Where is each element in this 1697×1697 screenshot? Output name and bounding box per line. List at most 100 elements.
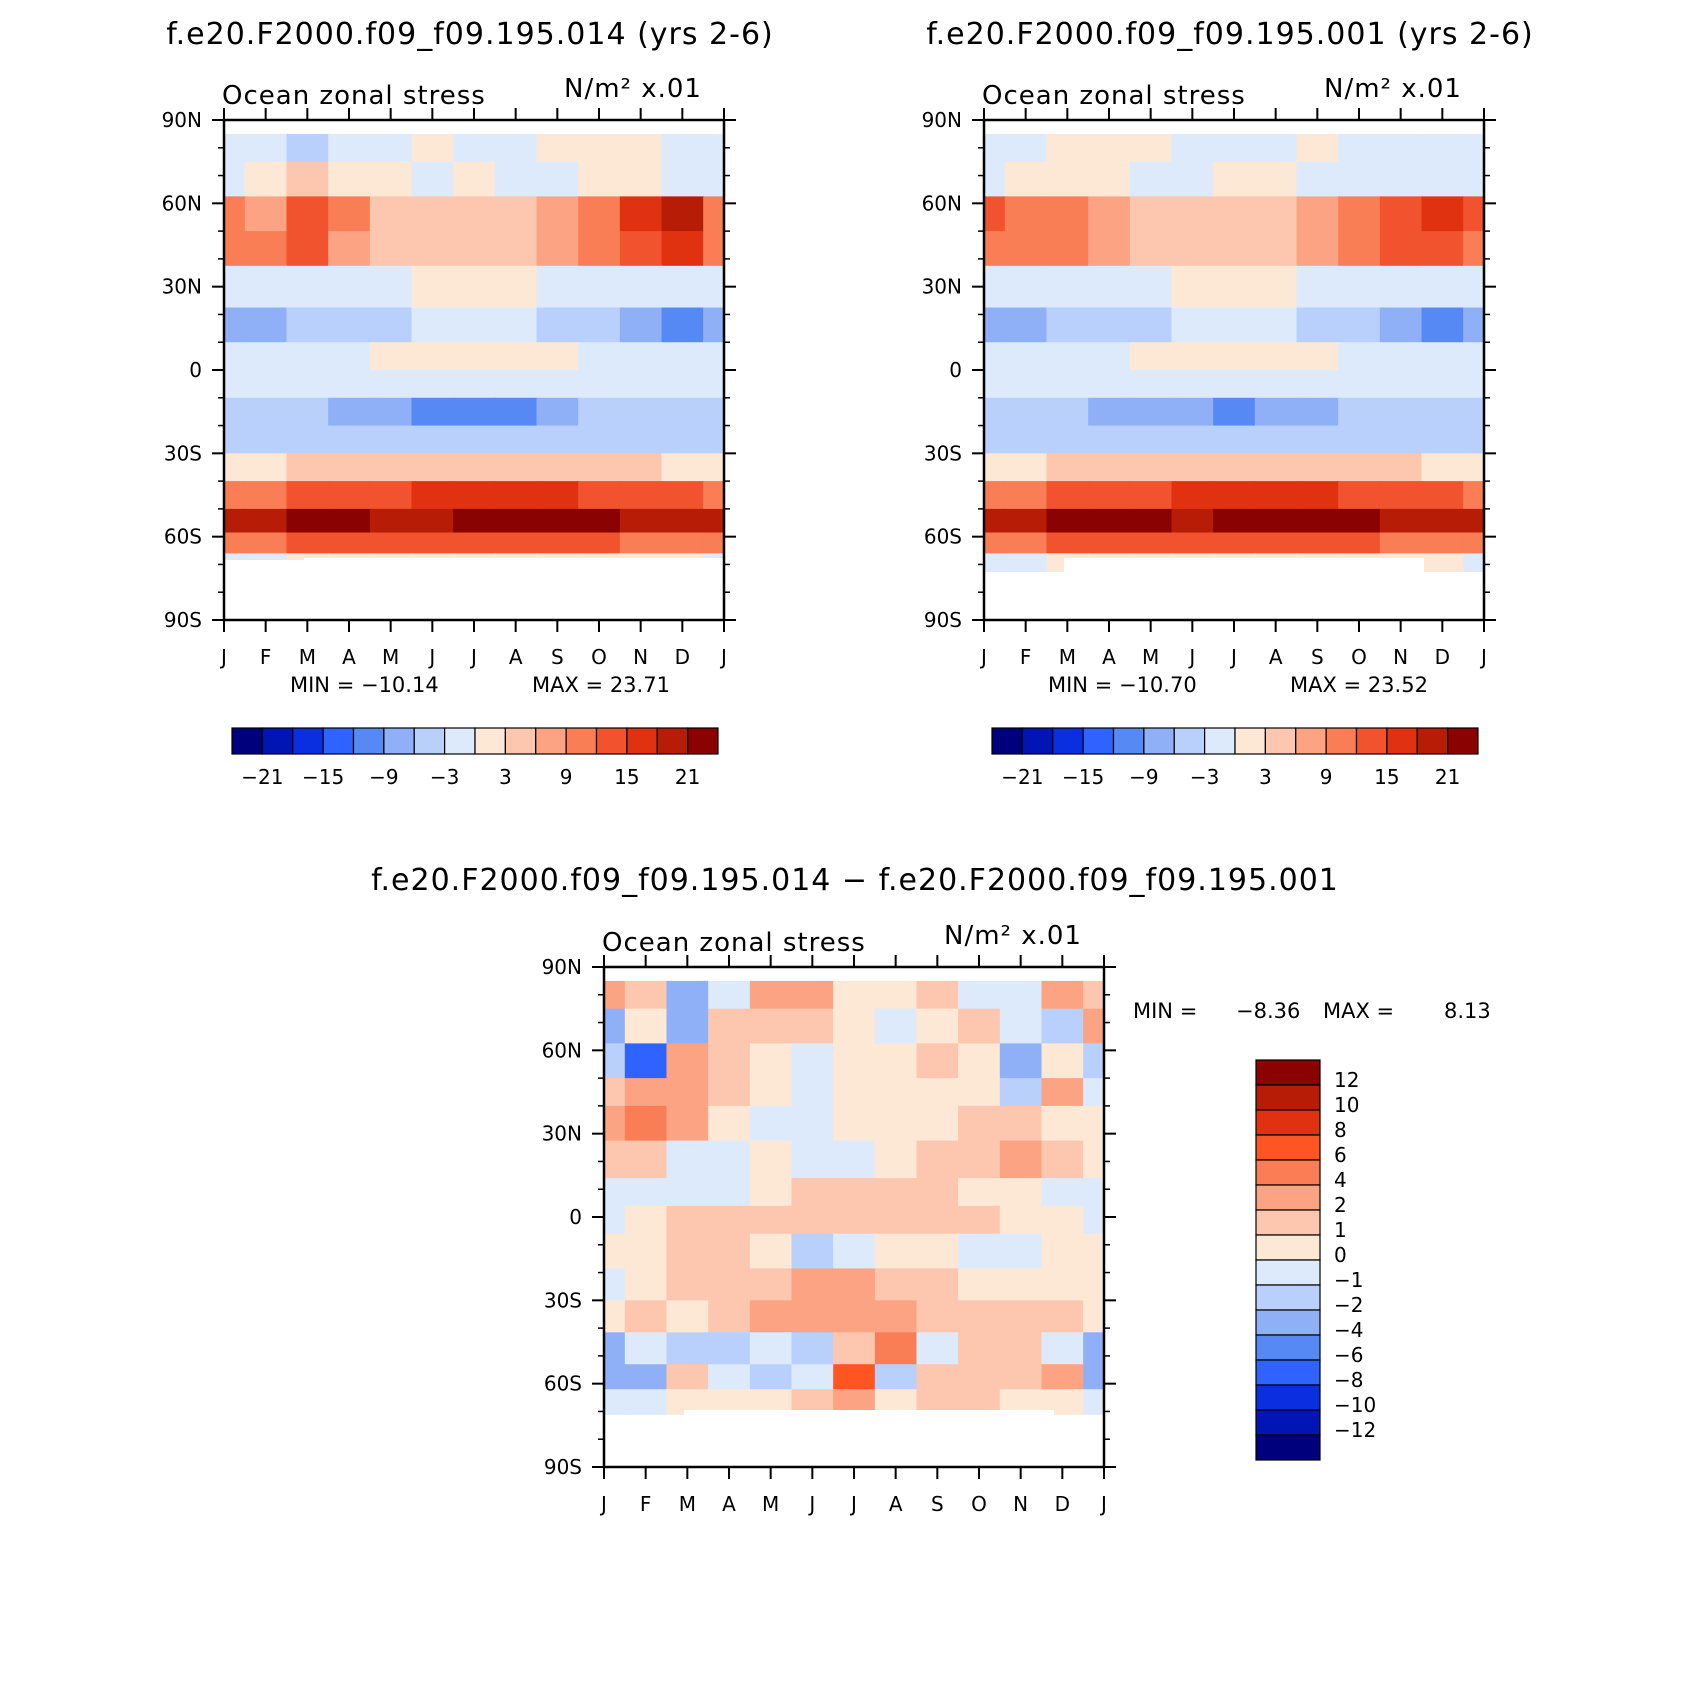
heatmap-cell xyxy=(1004,425,1048,454)
heatmap-cell xyxy=(1338,231,1381,267)
x-tick-label: J xyxy=(849,1492,857,1516)
heatmap-cell xyxy=(1129,397,1173,427)
heatmap-cell xyxy=(916,1300,960,1333)
colorbar-swatch xyxy=(1325,727,1358,755)
heatmap-cell xyxy=(328,397,371,427)
heatmap-cell xyxy=(1379,508,1423,534)
heatmap-cell xyxy=(411,453,455,482)
heatmap-cell xyxy=(1463,231,1484,267)
heatmap-cell xyxy=(1088,133,1131,163)
heatmap-cell xyxy=(1338,370,1381,399)
heatmap-cell xyxy=(1004,133,1048,163)
x-tick-label: D xyxy=(1055,1492,1070,1516)
heatmap-cell xyxy=(328,231,371,267)
heatmap-cell xyxy=(1129,370,1173,399)
colorbar-label: 1 xyxy=(1334,1218,1347,1242)
heatmap-cell xyxy=(604,1008,626,1044)
heatmap-cell xyxy=(286,508,330,534)
heatmap-cell xyxy=(578,196,621,232)
heatmap-cell xyxy=(604,1105,626,1142)
colorbar-swatch xyxy=(1255,1184,1321,1211)
heatmap-cell xyxy=(833,1105,876,1142)
heatmap-cell xyxy=(369,307,413,343)
heatmap-cell xyxy=(661,425,705,454)
heatmap-cell xyxy=(369,265,413,309)
heatmap-cell xyxy=(536,196,580,232)
heatmap-cell xyxy=(1213,481,1256,510)
heatmap-cell xyxy=(1213,425,1256,454)
x-tick-label: M xyxy=(1059,645,1076,669)
colorbar-swatch xyxy=(1052,727,1084,755)
x-tick-label: F xyxy=(1020,645,1032,669)
y-tick-label: 90N xyxy=(542,955,582,979)
colorbar-label: 21 xyxy=(675,765,700,789)
heatmap-cell xyxy=(619,133,663,163)
colorbar-swatch xyxy=(656,727,689,755)
colorbar-swatch xyxy=(1255,1259,1321,1286)
heatmap-cell xyxy=(536,508,580,534)
heatmap-cell xyxy=(984,532,1006,554)
colorbar-label: −9 xyxy=(1129,765,1158,789)
x-tick-label: F xyxy=(640,1492,652,1516)
heatmap-cell xyxy=(916,1233,960,1269)
heatmap-cell xyxy=(1083,1078,1104,1107)
x-tick-label: J xyxy=(979,645,987,669)
heatmap-cell xyxy=(833,1140,876,1179)
colorbar-swatch xyxy=(1255,1209,1321,1236)
heatmap-cell xyxy=(749,1178,793,1207)
heatmap-cell xyxy=(1171,231,1215,267)
heatmap-cell xyxy=(791,1008,835,1044)
heatmap-cell xyxy=(244,397,288,427)
heatmap-cell xyxy=(703,342,724,371)
heatmap-cell xyxy=(1213,370,1256,399)
heatmap-cell xyxy=(666,1008,710,1044)
colorbar-label: −21 xyxy=(241,765,283,789)
heatmap-cell xyxy=(916,1105,960,1142)
heatmap-cell xyxy=(1004,265,1048,309)
heatmap-cell xyxy=(1129,231,1173,267)
heatmap-cell xyxy=(624,1233,668,1269)
heatmap-cell xyxy=(1338,265,1381,309)
y-tick-label: 90N xyxy=(162,108,202,132)
heatmap-cell xyxy=(999,1008,1043,1044)
heatmap-cell xyxy=(1421,453,1465,482)
y-tick-label: 90S xyxy=(544,1455,582,1479)
heatmap-cell xyxy=(1463,133,1484,163)
colorbar-label: −1 xyxy=(1334,1268,1363,1292)
heatmap-cell xyxy=(224,508,246,534)
y-axis: 90N 60N 30N 0 30S 60S 90S xyxy=(542,955,1116,1479)
x-tick-label: J xyxy=(807,1492,815,1516)
heatmap-cell xyxy=(624,1078,668,1107)
colorbar-swatch xyxy=(1255,1434,1321,1461)
heatmap-cell xyxy=(708,980,751,1010)
heatmap-cell xyxy=(749,1332,793,1365)
heatmap-cell xyxy=(369,370,413,399)
colorbar-swatch xyxy=(1295,727,1327,755)
heatmap-cell xyxy=(494,453,538,482)
heatmap-cell xyxy=(411,161,455,197)
heatmap-cell xyxy=(619,453,663,482)
heatmap-cell xyxy=(1129,307,1173,343)
heatmap-cell xyxy=(286,196,330,232)
heatmap-cell xyxy=(1254,425,1298,454)
y-tick-label: 0 xyxy=(189,358,202,382)
colorbar-swatch xyxy=(1255,1359,1321,1386)
heatmap-cell xyxy=(1213,532,1256,554)
heatmap-cell xyxy=(453,133,496,163)
heatmap-cell xyxy=(703,196,724,232)
heatmap-cell xyxy=(604,1268,626,1301)
heatmap-cell xyxy=(1463,307,1484,343)
heatmap-cell xyxy=(619,265,663,309)
heatmap-cell xyxy=(999,1078,1043,1107)
heatmap-cell xyxy=(666,1268,710,1301)
heatmap-cell xyxy=(661,481,705,510)
heatmap-cell xyxy=(1379,425,1423,454)
heatmap-cell xyxy=(1046,481,1090,510)
heatmap-cell xyxy=(1213,342,1256,371)
heatmap-cell xyxy=(494,231,538,267)
heatmap-cell xyxy=(661,370,705,399)
heatmap-cell xyxy=(244,307,288,343)
heatmap-cell xyxy=(1379,133,1423,163)
x-tick-label: A xyxy=(342,645,356,669)
